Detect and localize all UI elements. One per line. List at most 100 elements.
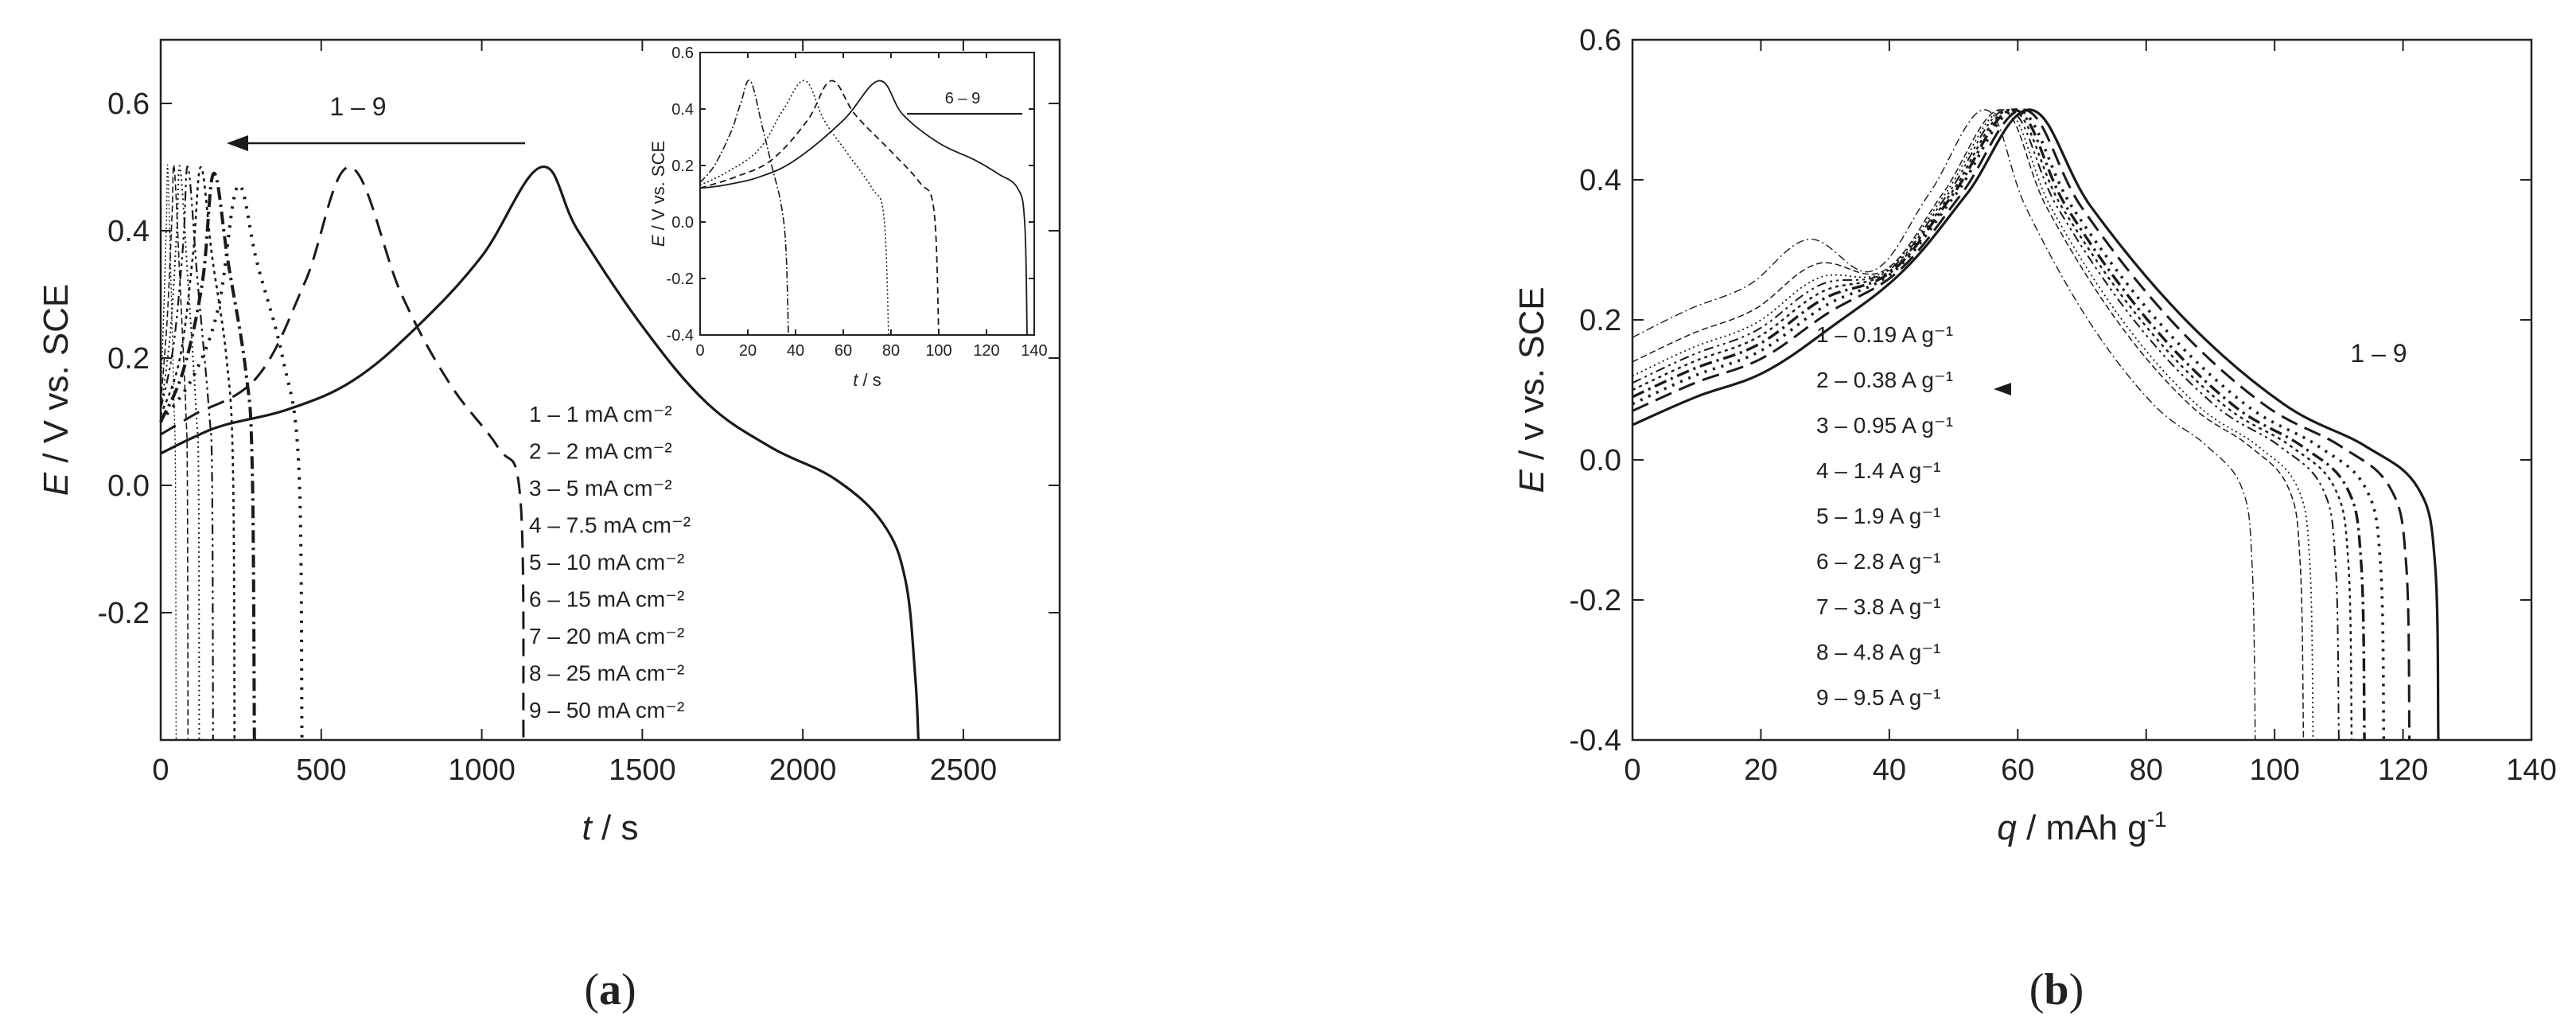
chart-a-x-axis-label: t / s	[582, 808, 639, 847]
chart-a-inset-series-line-7	[699, 80, 940, 336]
chart-a-inset-y-tick-label: 0.6	[671, 45, 694, 62]
chart-a-inset-y-unit: / V vs. SCE	[648, 141, 668, 236]
chart-b-legend-entry: 2 – 0.38 A g⁻¹	[1816, 368, 1953, 392]
chart-b-x-tick-label: 120	[2378, 754, 2428, 787]
chart-b-series-line-1	[1632, 108, 2440, 741]
chart-b-legend-entry: 3 – 0.95 A g⁻¹	[1816, 413, 1953, 438]
chart-a-panel-label: (a)	[584, 965, 636, 1014]
chart-a-inset-x-tick-label: 140	[1021, 342, 1047, 360]
chart-b-y-tick-label: -0.2	[1570, 584, 1621, 617]
chart-b-panel-label: (b)	[2029, 965, 2084, 1014]
chart-a-y-var: E	[37, 472, 76, 496]
chart-a-inset-y-tick-label: 0.4	[671, 101, 694, 119]
chart-a-arrow-head	[227, 135, 248, 151]
chart-b-y-tick-label: 0.0	[1579, 444, 1621, 477]
chart-b-x-sup: -1	[2147, 807, 2167, 831]
chart-a-inset-series-line-9	[699, 79, 789, 336]
chart-a-legend-entry: 9 – 50 mA cm⁻²	[529, 698, 684, 722]
chart-a-inset-x-tick-label: 80	[882, 342, 900, 360]
chart-b-series-line-4	[1632, 108, 2366, 741]
chart-a-inset-y-tick-label: -0.4	[667, 327, 694, 345]
chart-b-frame	[1631, 38, 2533, 742]
chart-b-y-unit: / v vs. SCE	[1512, 286, 1551, 469]
chart-a-series-line-5	[159, 166, 236, 741]
chart-a-inset-y-axis-label: E / V vs. SCE	[648, 141, 668, 247]
chart-b-series-line-3	[1632, 108, 2386, 741]
chart-a-inset-x-unit: / s	[858, 370, 881, 390]
chart-a-legend: 1 – 1 mA cm⁻² 2 – 2 mA cm⁻² 3 – 5 mA cm⁻² 4…	[529, 402, 691, 722]
chart-a: 0 500 1000 1500 2000 2500-0.20.00.20.40.6 t /…	[37, 38, 1061, 1014]
chart-b-x-tick-label: 140	[2506, 754, 2556, 787]
chart-a-y-tick-label: 0.4	[107, 215, 150, 248]
chart-a-legend-entry: 5 – 10 mA cm⁻²	[529, 550, 684, 574]
chart-a-ticks: 0 500 1000 1500 2000 2500-0.20.00.20.40.6	[98, 40, 1060, 787]
chart-b-x-tick-label: 60	[2001, 754, 2034, 787]
chart-a-inset-y-tick-label: 0.2	[671, 158, 694, 175]
chart-b-x-tick-label: 40	[1873, 754, 1906, 787]
chart-a-inset-x-tick-label: 40	[787, 342, 804, 360]
chart-b-y-tick-label: 0.6	[1579, 24, 1621, 57]
chart-b-y-var: E	[1512, 469, 1551, 493]
chart-b-arrow-label: 1 – 9	[2350, 339, 2407, 368]
chart-b-series-line-6	[1632, 108, 2340, 741]
chart-b-series-line-5	[1632, 108, 2353, 741]
chart-a-legend-entry: 2 – 2 mA cm⁻²	[529, 439, 672, 464]
chart-a-inset-x-tick-label: 120	[973, 342, 999, 360]
chart-b-legend: 1 – 0.19 A g⁻¹ 2 – 0.38 A g⁻¹ 3 – 0.95 A g…	[1816, 322, 1953, 710]
chart-b-x-tick-label: 0	[1624, 754, 1640, 787]
chart-a-series-group	[159, 164, 920, 741]
chart-b-legend-entry: 6 – 2.8 A g⁻¹	[1816, 549, 1940, 574]
chart-a-y-tick-label: 0.2	[107, 342, 150, 376]
chart-a-legend-entry: 1 – 1 mA cm⁻²	[529, 402, 672, 426]
chart-a-series-line-2	[160, 166, 525, 741]
chart-a-inset: 0 20 40 60 80 100 120 140 -0.4 -0.2 0.0 0.2 0.4 0.6 t…	[648, 45, 1048, 390]
chart-b-panel-letter: b	[2044, 965, 2068, 1014]
chart-a-x-tick-label: 1000	[448, 754, 516, 787]
chart-a-y-unit: / V vs. SCE	[37, 284, 76, 473]
chart-a-x-tick-label: 500	[296, 754, 346, 787]
chart-a-inset-frame	[699, 52, 1035, 336]
chart-b-y-tick-label: 0.2	[1579, 304, 1621, 337]
chart-a-inset-legend-label: 6 – 9	[945, 90, 980, 107]
chart-b-series-line-7	[1632, 109, 2314, 741]
chart-b-y-axis-label: E / v vs. SCE	[1512, 286, 1551, 493]
chart-a-inset-background	[700, 53, 1034, 335]
chart-a-inset-y-tick-label: 0.0	[671, 214, 694, 232]
chart-a-inset-x-axis-label: t / s	[853, 370, 881, 390]
chart-b-legend-entry: 1 – 0.19 A g⁻¹	[1816, 322, 1953, 347]
chart-a-x-tick-label: 1500	[609, 754, 676, 787]
chart-b-direction-arrow: 1 – 9	[1994, 339, 2407, 395]
chart-b: 0 20 40 60 80 100 120 140 -0.4 -0.2 0.0 0.2 0.4 0.6 q…	[1512, 24, 2557, 1014]
chart-a-x-unit: / s	[592, 808, 639, 847]
chart-a-inset-x-tick-label: 60	[835, 342, 852, 360]
chart-b-legend-entry: 8 – 4.8 A g⁻¹	[1816, 640, 1940, 664]
chart-b-legend-entry: 4 – 1.4 A g⁻¹	[1816, 458, 1940, 483]
chart-a-inset-x-var: t	[853, 370, 858, 390]
chart-b-series-line-8	[1632, 109, 2305, 741]
chart-a-inset-x-tick-label: 20	[739, 342, 757, 360]
chart-a-legend-entry: 6 – 15 mA cm⁻²	[529, 587, 684, 612]
chart-a-x-tick-label: 0	[152, 754, 169, 787]
chart-a-inset-ticks: 0 20 40 60 80 100 120 140 -0.4 -0.2 0.0 0.2 0.4 0.6	[667, 45, 1048, 360]
chart-a-panel-letter: a	[599, 965, 621, 1014]
chart-b-x-tick-label: 80	[2130, 754, 2163, 787]
chart-b-ticks: 0 20 40 60 80 100 120 140 -0.4 -0.2 0.0 0.2 0.4 0.6	[1570, 24, 2557, 787]
chart-a-inset-x-tick-label: 0	[695, 342, 704, 360]
chart-a-y-tick-label: 0.0	[107, 469, 150, 503]
chart-a-inset-series-line-6	[699, 80, 1028, 336]
chart-b-series-group	[1632, 108, 2440, 741]
chart-a-series-line-8	[160, 164, 189, 741]
chart-a-inset-y-var: E	[648, 235, 668, 247]
chart-b-arrow-head	[1994, 383, 2011, 395]
chart-b-series-line-2	[1632, 108, 2411, 741]
chart-b-x-tick-label: 100	[2249, 754, 2299, 787]
chart-a-series-line-1	[160, 166, 920, 741]
chart-a-inset-x-tick-label: 100	[925, 342, 951, 360]
chart-a-arrow-label: 1 – 9	[329, 92, 386, 121]
chart-a-x-var: t	[582, 808, 593, 847]
chart-b-legend-entry: 9 – 9.5 A g⁻¹	[1816, 685, 1940, 710]
chart-a-legend-entry: 3 – 5 mA cm⁻²	[529, 476, 672, 500]
chart-b-x-axis-label: q / mAh g-1	[1997, 807, 2166, 847]
chart-b-y-tick-label: -0.4	[1570, 724, 1621, 757]
